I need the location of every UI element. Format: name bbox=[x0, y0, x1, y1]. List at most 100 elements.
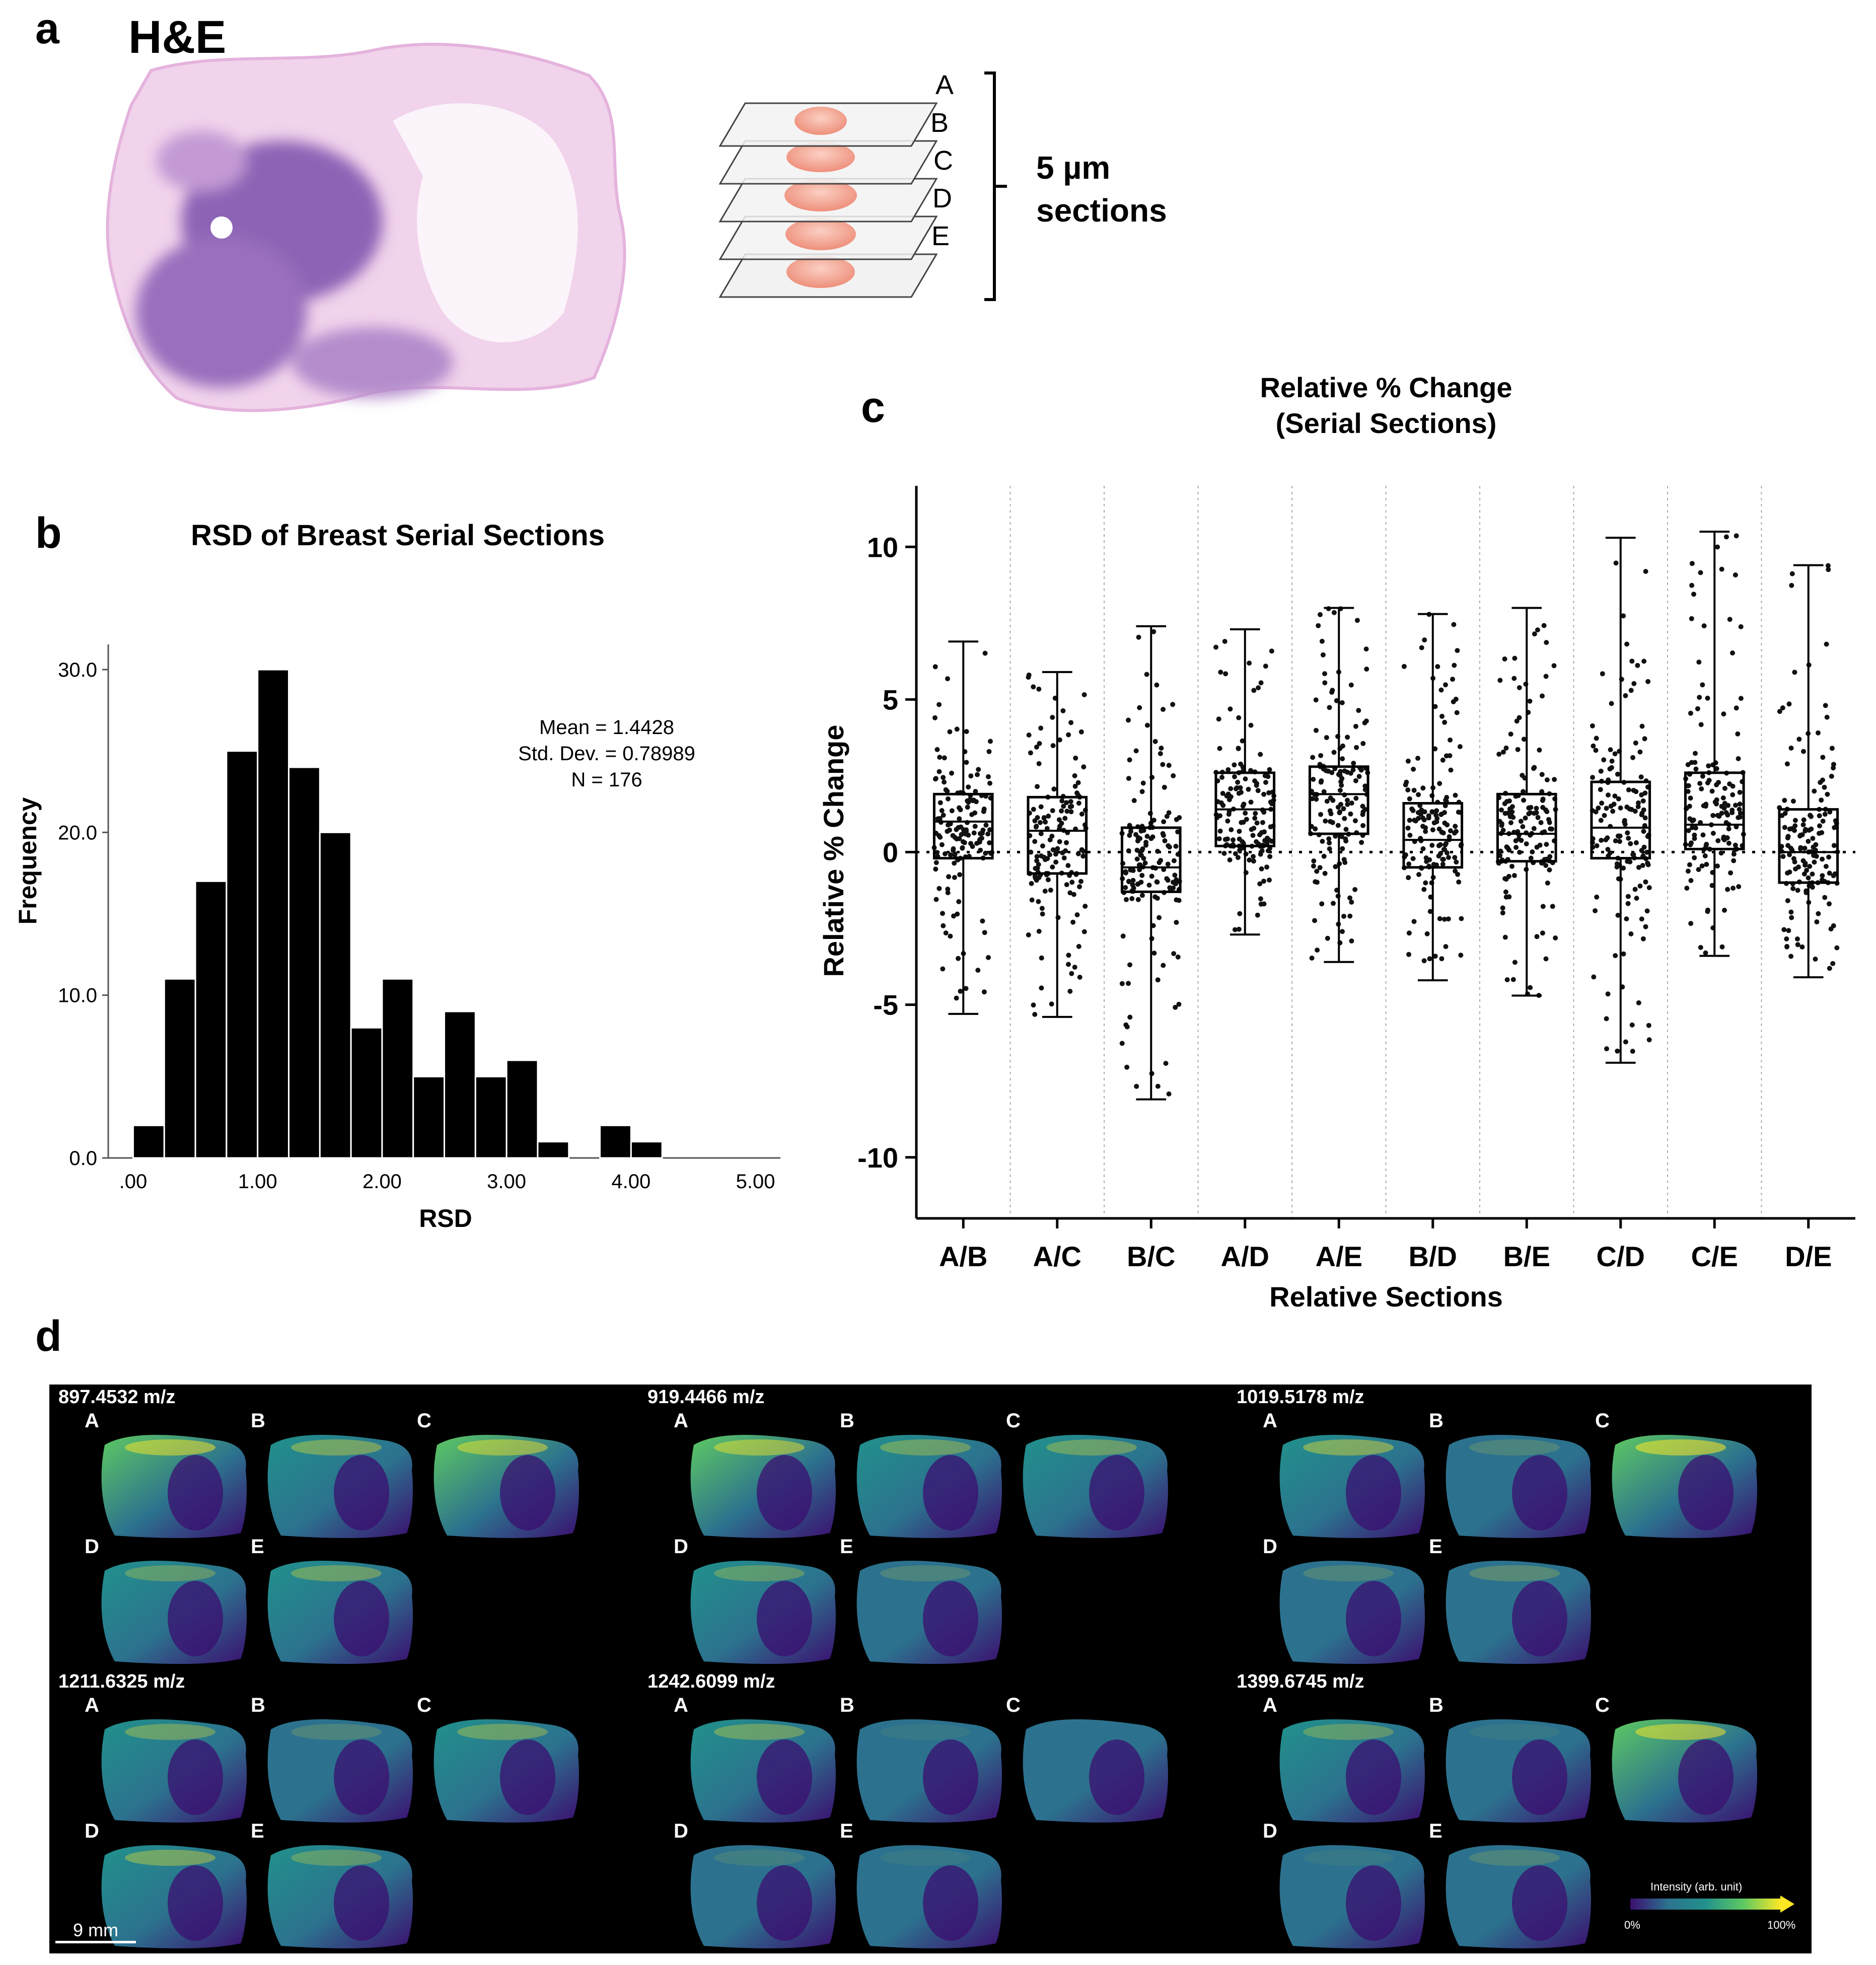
boxplot-point bbox=[1721, 806, 1727, 811]
boxplot-point bbox=[1149, 874, 1155, 879]
boxplot-point bbox=[1544, 777, 1550, 782]
boxplot-point bbox=[1510, 977, 1516, 982]
boxplot-point bbox=[1629, 1022, 1635, 1028]
boxplot-point bbox=[1330, 820, 1335, 825]
boxplot-point bbox=[1454, 829, 1459, 834]
boxplot-point bbox=[1405, 787, 1411, 792]
boxplot-point bbox=[1544, 842, 1549, 847]
boxplot-point bbox=[1354, 618, 1360, 623]
boxplot-point bbox=[1638, 774, 1644, 780]
boxplot-point bbox=[1434, 816, 1440, 821]
boxplot-point bbox=[983, 850, 988, 856]
boxplot-point bbox=[1730, 792, 1736, 797]
boxplot-point bbox=[1144, 722, 1150, 728]
boxplot-point bbox=[1407, 818, 1412, 823]
boxplot-point bbox=[1235, 779, 1241, 785]
boxplot-point bbox=[941, 775, 946, 780]
boxplot-point bbox=[956, 899, 962, 904]
section-label-b: B bbox=[930, 108, 949, 138]
boxplot-point bbox=[1690, 825, 1695, 830]
boxplot-point bbox=[1341, 914, 1346, 919]
msi-tissue-section bbox=[690, 1561, 836, 1664]
msi-low-region bbox=[1512, 1739, 1567, 1815]
boxplot-point bbox=[1784, 943, 1790, 949]
boxplot-point bbox=[1704, 861, 1709, 867]
msi-tissue-section bbox=[434, 1435, 579, 1538]
boxplot-point bbox=[1506, 798, 1512, 804]
boxplot-point bbox=[1123, 870, 1128, 876]
boxplot-point bbox=[1497, 678, 1503, 683]
boxplot-point bbox=[973, 799, 979, 805]
msi-tissue-section bbox=[1023, 1435, 1168, 1538]
boxplot-point bbox=[1696, 660, 1702, 665]
boxplot-point bbox=[1427, 909, 1433, 914]
boxplot-point bbox=[1177, 815, 1182, 820]
relative-change-boxplot: Relative % Change (Serial Sections) -10 -… bbox=[818, 372, 1855, 1313]
boxplot-point bbox=[1362, 720, 1367, 725]
boxplot-points-c-d bbox=[1590, 560, 1652, 1054]
boxplot-point bbox=[1083, 904, 1088, 909]
boxplot-point bbox=[1737, 802, 1743, 807]
boxplot-point bbox=[1236, 715, 1242, 720]
boxplot-point bbox=[1073, 755, 1078, 761]
boxplot-point bbox=[1596, 806, 1601, 811]
boxplot-point bbox=[1710, 813, 1716, 818]
boxplot-point bbox=[1341, 857, 1347, 862]
boxplot-point bbox=[1232, 927, 1238, 932]
boxplot-point bbox=[1498, 848, 1503, 854]
msi-low-region bbox=[1346, 1739, 1401, 1815]
histogram-bar bbox=[350, 1027, 383, 1159]
boxplot-point bbox=[1550, 904, 1555, 909]
boxplot-point bbox=[1066, 953, 1071, 958]
section-slab-d bbox=[718, 215, 938, 260]
boxplot-point bbox=[1318, 753, 1324, 758]
boxplot-point bbox=[1501, 749, 1506, 755]
boxplot-point bbox=[1411, 766, 1416, 772]
boxplot-point bbox=[1313, 826, 1318, 832]
boxplot-point bbox=[1050, 864, 1055, 870]
boxplot-point bbox=[1819, 797, 1824, 803]
boxplot-point bbox=[1410, 856, 1416, 861]
histogram-bar bbox=[474, 1075, 508, 1159]
boxplot-point bbox=[1442, 719, 1448, 725]
boxplot-point bbox=[1045, 856, 1050, 861]
boxplot-point bbox=[1715, 838, 1721, 843]
boxplot-point bbox=[1136, 634, 1141, 640]
boxplot-point bbox=[1081, 692, 1087, 697]
boxplot-point bbox=[1609, 758, 1615, 764]
boxplot-point bbox=[1222, 837, 1228, 842]
boxplot-point bbox=[1787, 826, 1792, 832]
boxplot-point bbox=[1127, 757, 1132, 763]
boxplot-point bbox=[1548, 826, 1553, 832]
boxplot-point bbox=[1509, 804, 1515, 810]
boxplot-point bbox=[1513, 845, 1519, 850]
boxplot-point bbox=[1333, 864, 1338, 869]
histogram-bar bbox=[319, 831, 352, 1159]
boxplot-point bbox=[1624, 916, 1629, 922]
msi-tissue-section bbox=[1279, 1719, 1425, 1823]
boxplot-point bbox=[956, 956, 961, 961]
section-bracket bbox=[984, 71, 1007, 301]
boxplot-point bbox=[1439, 956, 1445, 962]
boxplot-point bbox=[1124, 897, 1129, 902]
boxplot-point bbox=[1634, 896, 1639, 901]
boxplot-box-a-c bbox=[1027, 671, 1088, 1018]
boxplot-ytick-label: 10 bbox=[867, 531, 898, 563]
boxplot-point bbox=[1221, 851, 1227, 856]
boxplot-point bbox=[1611, 802, 1617, 807]
boxplot-point bbox=[1615, 771, 1620, 777]
boxplot-point bbox=[1615, 913, 1621, 918]
boxplot-point bbox=[1626, 836, 1631, 841]
boxplot-xtick-label: D/E bbox=[1785, 1241, 1832, 1272]
msi-tissue-section bbox=[267, 1845, 413, 1948]
boxplot-point bbox=[1780, 854, 1786, 859]
boxplot-point bbox=[1809, 826, 1814, 832]
boxplot-point bbox=[1176, 898, 1182, 903]
boxplot-point bbox=[1314, 727, 1319, 733]
boxplot-point bbox=[968, 841, 973, 846]
boxplot-point bbox=[1358, 767, 1364, 773]
boxplot-point bbox=[1321, 789, 1327, 794]
msi-image-grid: 897.4532 m/z A B C D E 919.4466 m/z A B C D E 1019.5… bbox=[49, 1385, 1812, 1953]
boxplot-point bbox=[945, 887, 951, 892]
boxplot-point bbox=[1170, 702, 1176, 707]
